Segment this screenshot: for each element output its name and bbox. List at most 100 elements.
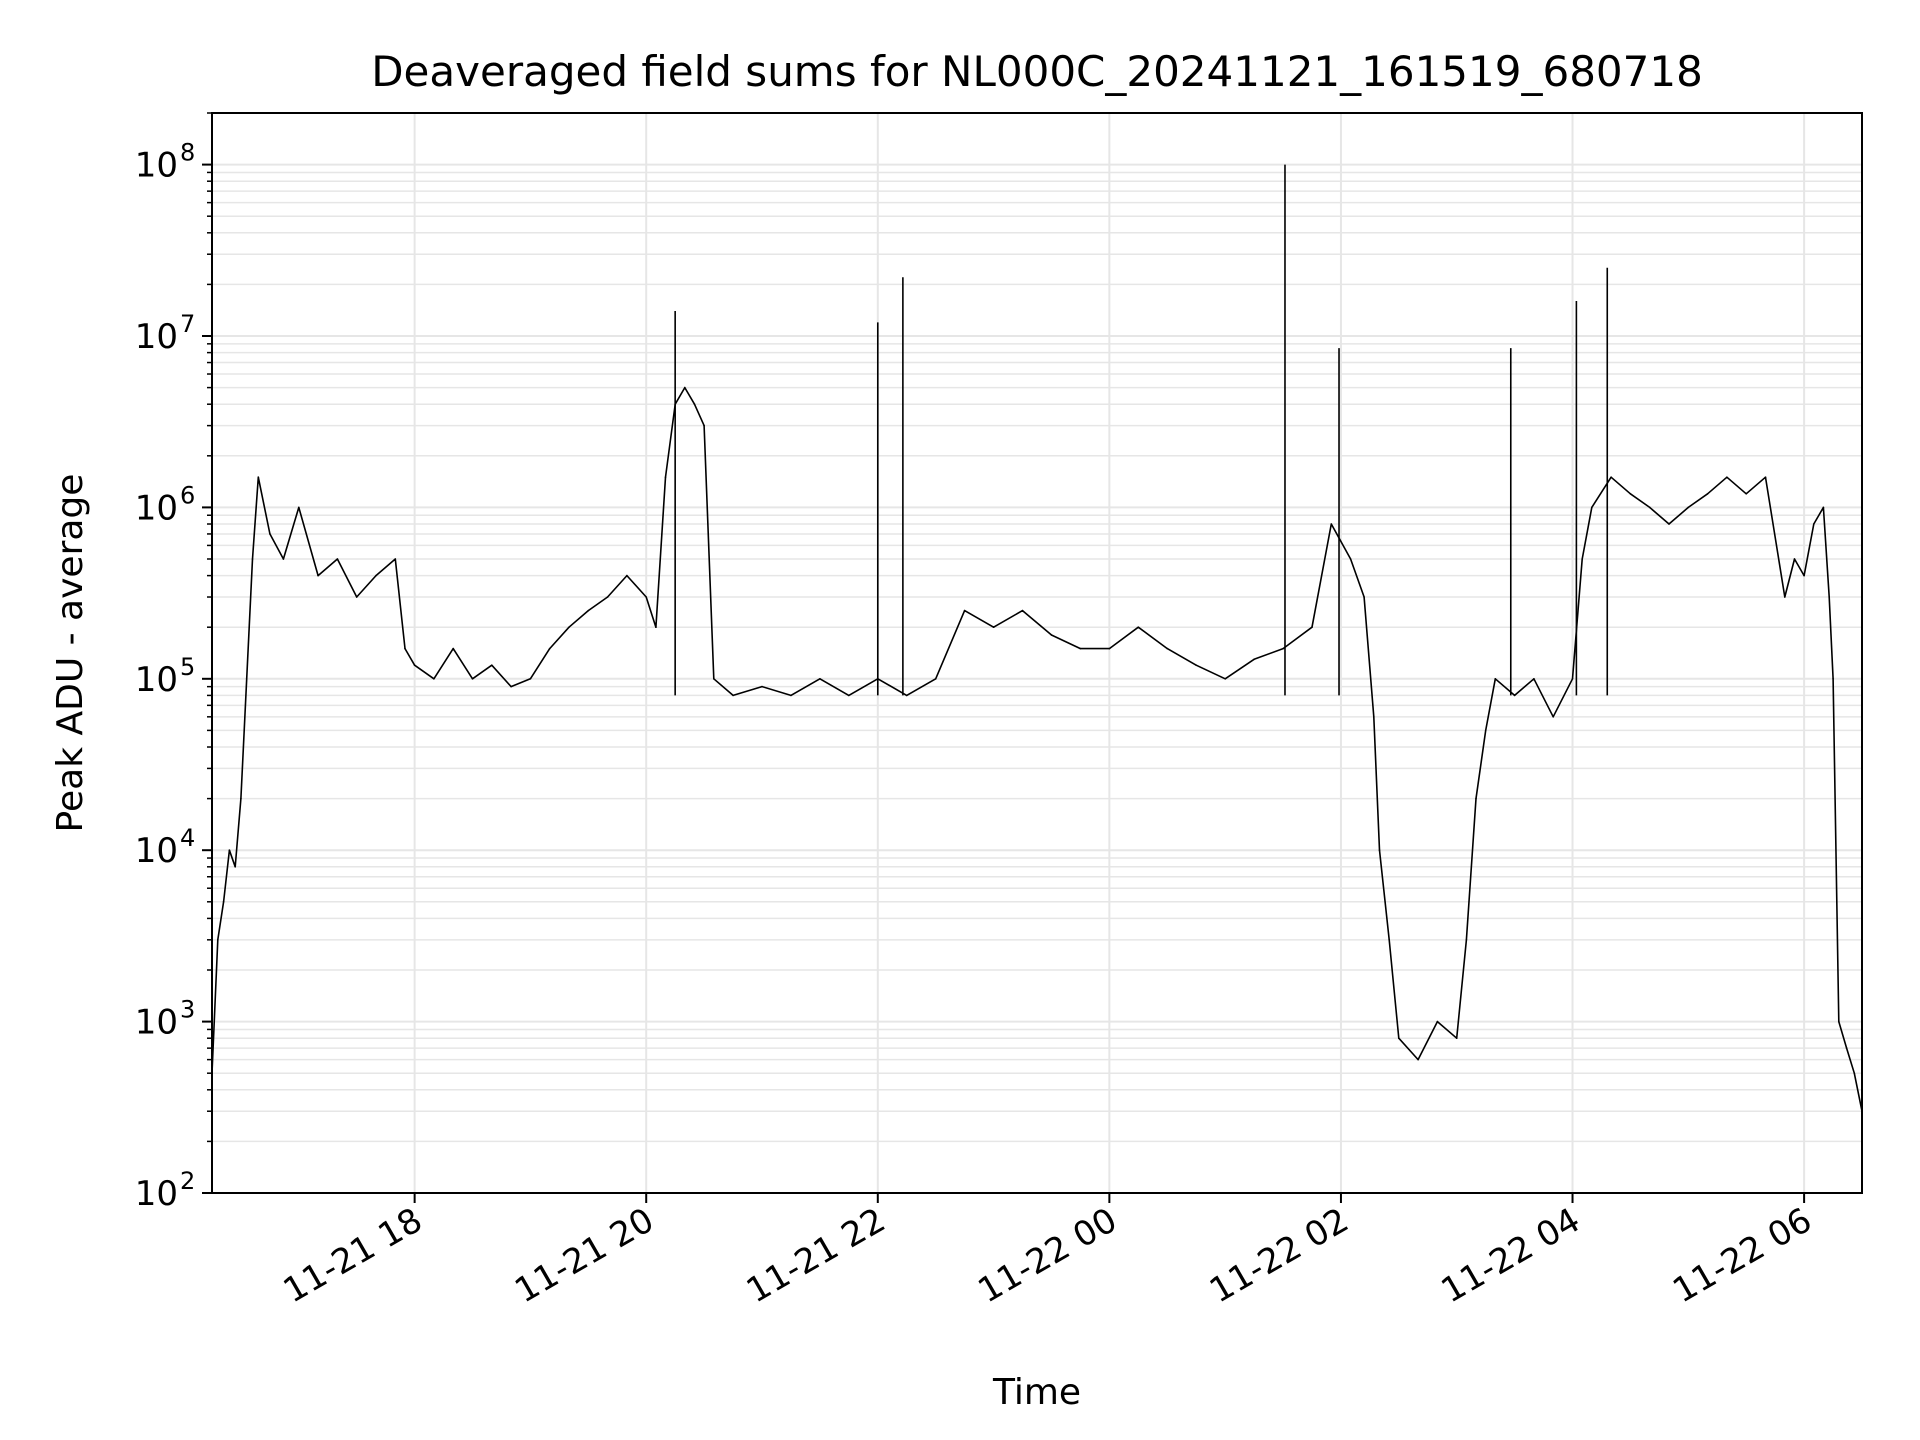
series-point: [1373, 716, 1375, 718]
series-point: [1571, 678, 1574, 680]
series-point: [790, 694, 792, 697]
series-point: [1764, 476, 1767, 479]
y-tick-exponent: 3: [180, 996, 195, 1024]
series-point: [217, 939, 219, 941]
y-tick-exponent: 6: [180, 481, 195, 509]
y-tick-exponent: 8: [180, 139, 195, 167]
series-point: [761, 685, 763, 688]
series-point: [1533, 678, 1535, 680]
series-point: [645, 596, 647, 598]
series-point: [1195, 664, 1197, 666]
series-point: [245, 678, 248, 680]
y-axis-label: Peak ADU - average: [50, 474, 91, 833]
y-tick-exponent: 4: [180, 824, 195, 852]
y-tick-label: 10: [135, 146, 178, 186]
series-point: [1398, 1037, 1400, 1039]
series-point: [626, 574, 628, 577]
series-point: [1455, 1037, 1458, 1039]
series-point: [664, 476, 667, 479]
series-point: [1465, 939, 1468, 941]
series-point: [1388, 939, 1390, 941]
series-point: [298, 506, 300, 509]
series-point: [1079, 647, 1082, 650]
series-point: [1224, 678, 1226, 680]
y-tick-label: 10: [135, 660, 178, 700]
series-point: [606, 596, 609, 598]
series-point: [1050, 634, 1053, 636]
chart-title: Deaveraged field sums for NL000C_2024112…: [371, 47, 1703, 96]
series-point: [1648, 506, 1651, 509]
series-point: [703, 424, 705, 427]
series-point: [1793, 558, 1796, 560]
series-point: [655, 626, 657, 628]
series-point: [1378, 849, 1381, 851]
series-point: [1166, 647, 1169, 650]
x-axis-label: Time: [992, 1372, 1081, 1413]
series-point: [1629, 493, 1632, 495]
series-point: [548, 647, 551, 650]
series-point: [282, 558, 285, 560]
series-point: [693, 403, 696, 406]
series-point: [1668, 523, 1670, 525]
series-point: [234, 866, 236, 868]
data-series: [211, 164, 1863, 1112]
series-point: [568, 626, 570, 628]
series-point: [1706, 493, 1709, 495]
series-point: [684, 386, 686, 389]
series-point: [1581, 558, 1583, 560]
grid: [212, 112, 1862, 1194]
series-point: [1828, 596, 1830, 598]
series-point: [848, 694, 850, 697]
series-point: [1253, 658, 1255, 661]
series-point: [732, 694, 734, 697]
series-point: [1784, 596, 1786, 598]
y-tick-exponent: 7: [180, 310, 195, 338]
series-point: [413, 664, 416, 666]
series-point: [1484, 729, 1487, 732]
series-point: [1417, 1058, 1419, 1061]
series-point: [905, 694, 908, 697]
series-point: [1137, 626, 1140, 628]
series-point: [1330, 523, 1333, 525]
series-point: [1494, 678, 1497, 680]
series-point: [1513, 694, 1516, 697]
series-point: [1832, 678, 1834, 680]
series-point: [1726, 476, 1728, 479]
plot-frame: [211, 112, 1863, 1194]
series-point: [1108, 647, 1111, 650]
y-tick-label: 10: [135, 1003, 178, 1043]
y-tick-label: 10: [135, 831, 178, 871]
series-point: [510, 685, 512, 688]
series-point: [240, 797, 242, 800]
series-point: [1845, 1047, 1848, 1049]
series-point: [992, 626, 995, 628]
series-point: [471, 678, 474, 680]
series-point: [336, 558, 339, 560]
series-point: [529, 678, 532, 680]
series-point: [1687, 506, 1690, 509]
series-point: [1475, 797, 1477, 800]
series-point: [1363, 596, 1365, 598]
series-point: [228, 849, 231, 851]
series-point: [713, 678, 715, 680]
series-point: [269, 533, 271, 535]
series-point: [375, 574, 377, 577]
series-point: [1813, 523, 1815, 525]
series-point: [222, 901, 225, 903]
series-point: [404, 647, 406, 650]
series-point: [1610, 476, 1612, 479]
series-point: [1311, 626, 1313, 628]
series-point: [1436, 1020, 1439, 1023]
series-point: [587, 609, 590, 612]
series-point: [1745, 493, 1747, 495]
series-point: [317, 574, 319, 577]
series-point: [1349, 558, 1352, 560]
series-point: [934, 678, 937, 680]
series-point: [1838, 1020, 1840, 1023]
y-tick-label: 10: [135, 317, 178, 357]
series-point: [394, 558, 397, 560]
y-tick-exponent: 2: [180, 1167, 195, 1195]
series-point: [1552, 716, 1554, 718]
